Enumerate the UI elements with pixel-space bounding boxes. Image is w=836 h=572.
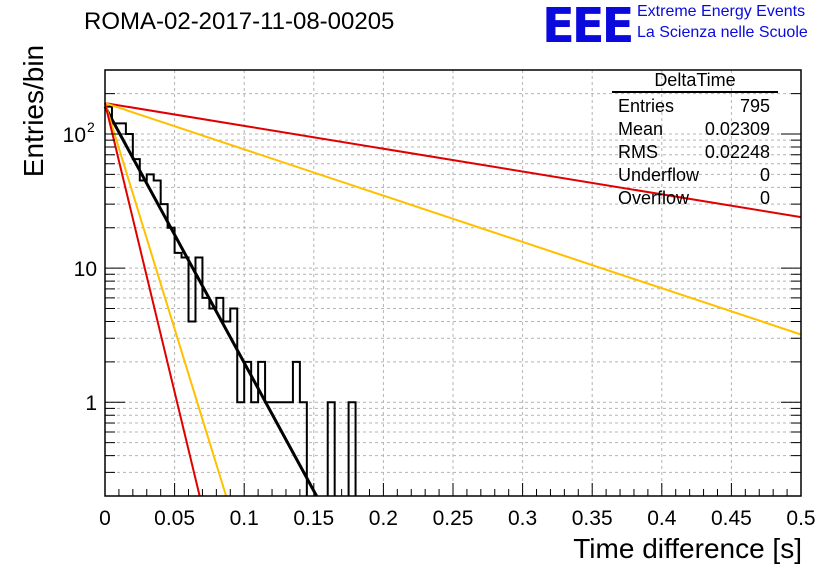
org-subtitle: La Scienza nelle Scuole bbox=[637, 24, 808, 41]
x-axis-label: Time difference [s] bbox=[573, 533, 802, 564]
x-tick-label: 0.15 bbox=[293, 507, 334, 530]
curve-fit bbox=[103, 105, 318, 497]
curve-steep-red bbox=[104, 102, 201, 497]
x-tick-label: 0.35 bbox=[572, 507, 613, 530]
tick-labels: 0 0.05 0.1 0.15 0.2 0.25 0.3 0.35 0.4 0.45 0.5 1 10 1… bbox=[63, 119, 816, 530]
x-tick-label: 0.1 bbox=[230, 507, 259, 530]
stats-value: 0.02309 bbox=[704, 119, 770, 139]
y-tick-exponent: 2 bbox=[87, 119, 95, 135]
plot-frame bbox=[104, 69, 802, 497]
stats-label: RMS bbox=[618, 142, 658, 162]
x-tick-label: 0.05 bbox=[154, 507, 195, 530]
histogram-series bbox=[105, 105, 357, 496]
x-tick-label: 0.5 bbox=[786, 507, 815, 530]
y-tick-label: 10 bbox=[74, 258, 97, 281]
x-tick-label: 0.2 bbox=[369, 507, 398, 530]
stats-title: DeltaTime bbox=[612, 70, 778, 93]
histogram-bin bbox=[347, 401, 357, 496]
fit-curves bbox=[103, 102, 802, 497]
y-axis-label: Entries/bin bbox=[18, 44, 49, 178]
stats-row-entries: Entries 795 bbox=[612, 95, 778, 118]
stats-value: 0 bbox=[759, 188, 770, 208]
stats-row-mean: Mean 0.02309 bbox=[612, 118, 778, 141]
histogram-bin bbox=[326, 401, 336, 496]
chart-title: ROMA-02-2017-11-08-00205 bbox=[84, 8, 395, 35]
y-tick-label: 10 bbox=[63, 124, 86, 147]
stats-row-underflow: Underflow 0 bbox=[612, 164, 778, 187]
stats-box: DeltaTime Entries 795 Mean 0.02309 RMS 0… bbox=[612, 70, 778, 210]
stats-row-rms: RMS 0.02248 bbox=[612, 141, 778, 164]
curve-steep-orange bbox=[104, 102, 228, 497]
stats-label: Entries bbox=[618, 96, 675, 116]
x-tick-label: 0 bbox=[99, 507, 111, 530]
stats-row-overflow: Overflow 0 bbox=[612, 187, 778, 210]
stats-label: Underflow bbox=[618, 165, 700, 185]
org-name: Extreme Energy Events bbox=[637, 3, 806, 20]
x-tick-label: 0.4 bbox=[647, 507, 677, 530]
stats-label: Mean bbox=[618, 119, 664, 139]
curve-upper-red bbox=[104, 102, 802, 219]
x-tick-label: 0.3 bbox=[508, 507, 537, 530]
y-tick-label: 1 bbox=[85, 392, 97, 415]
stats-value: 0.02248 bbox=[704, 142, 770, 162]
x-tick-label: 0.45 bbox=[711, 507, 752, 530]
grid-lines bbox=[105, 70, 801, 496]
eee-logo: EEE bbox=[542, 0, 634, 54]
curve-upper-orange bbox=[104, 102, 802, 336]
stats-value: 795 bbox=[739, 96, 770, 116]
stats-value: 0 bbox=[759, 165, 770, 185]
stats-label: Overflow bbox=[618, 188, 690, 208]
x-tick-label: 0.25 bbox=[433, 507, 474, 530]
